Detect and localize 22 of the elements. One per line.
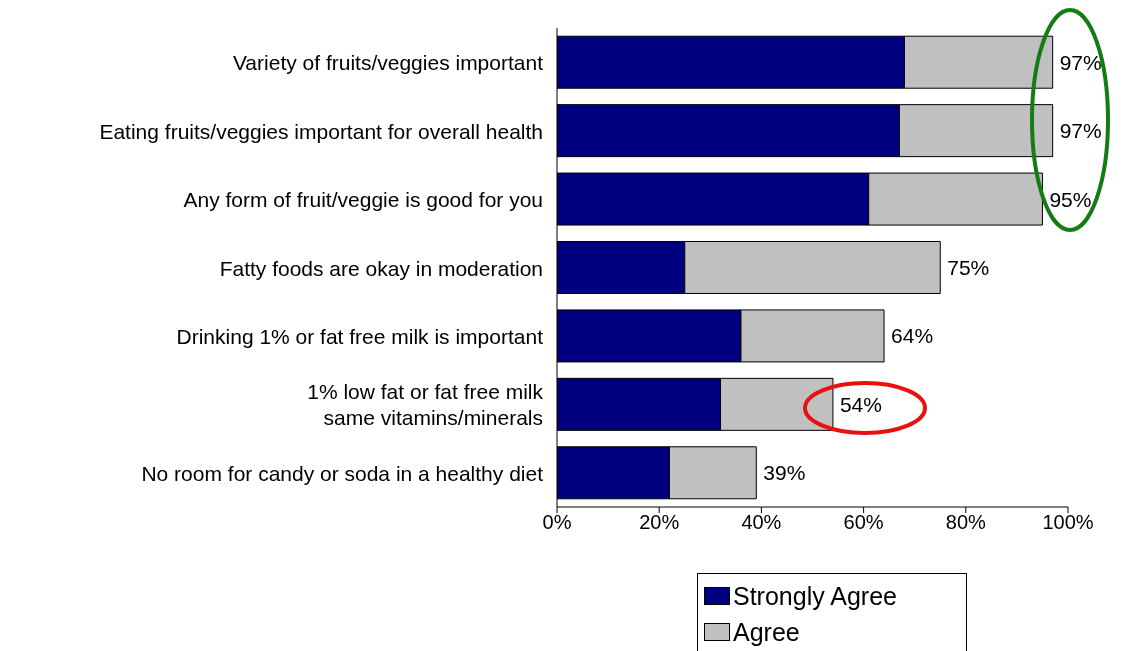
total-label: 64% [891, 324, 934, 348]
y-tick-label: Eating fruits/veggies important for overall health [99, 119, 543, 143]
total-label: 97% [1059, 50, 1102, 74]
y-tick-label: Variety of fruits/veggies important [232, 50, 544, 74]
total-label: 97% [1059, 119, 1102, 143]
x-tick-label: 0% [542, 511, 572, 534]
x-tick-label: 100% [1042, 511, 1094, 534]
total-label: 54% [839, 392, 882, 416]
x-tick-label: 20% [639, 511, 680, 534]
x-tick-label: 60% [843, 511, 884, 534]
y-tick-label: 1% low fat or fat free milk same vitamins/minerals [307, 379, 544, 429]
total-label: 39% [763, 461, 806, 485]
x-tick-label: 40% [741, 511, 782, 534]
x-tick-label: 80% [945, 511, 987, 534]
y-tick-label: No room for candy or soda in a healthy diet [141, 461, 544, 485]
y-tick-label: Any form of fruit/veggie is good for you [183, 187, 543, 211]
legend-label: Agree [733, 617, 800, 648]
total-label: 75% [947, 256, 990, 279]
y-tick-label: Fatty foods are okay in moderation [219, 256, 543, 279]
total-label: 95% [1049, 187, 1092, 211]
legend-label: Strongly Agree [733, 581, 897, 612]
y-tick-label: Drinking 1% or fat free milk is important [176, 324, 544, 348]
